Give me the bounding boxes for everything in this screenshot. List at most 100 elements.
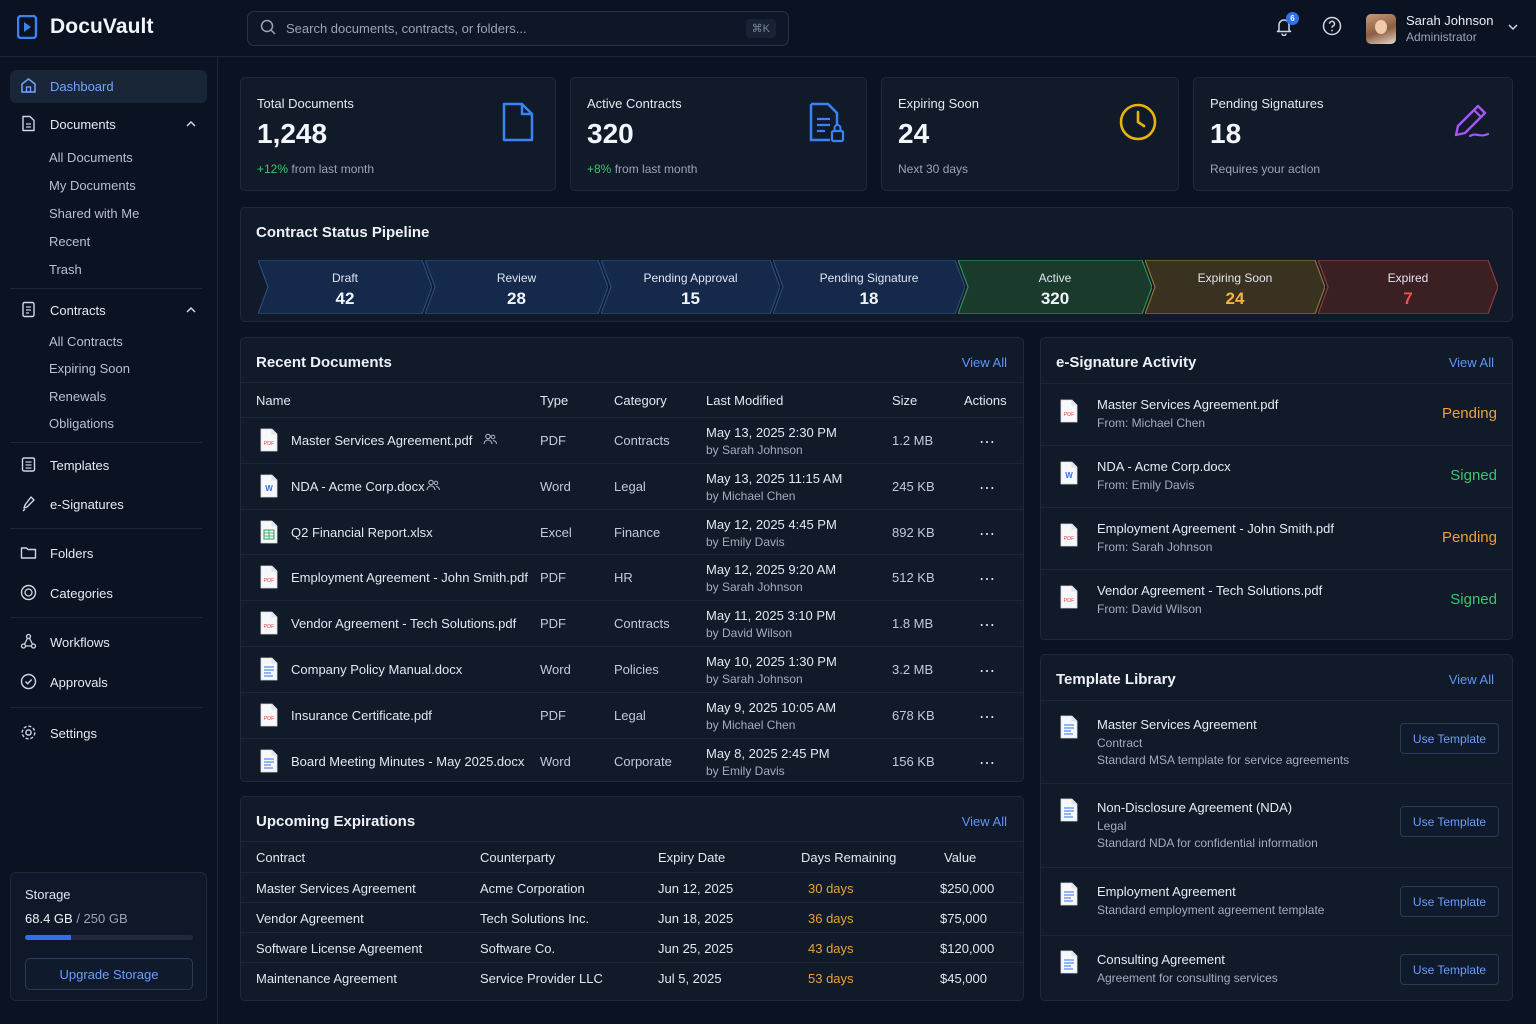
pipeline-stage[interactable]: Expiring Soon 24 xyxy=(1145,260,1325,314)
pipeline-stage[interactable]: Active 320 xyxy=(958,260,1152,314)
more-actions-icon[interactable]: ⋯ xyxy=(979,525,996,543)
document-name[interactable]: Vendor Agreement - Tech Solutions.pdf xyxy=(291,616,517,632)
sidebar-subitem-all-contracts[interactable]: All Contracts xyxy=(49,334,123,349)
sidebar-subitem-recent[interactable]: Recent xyxy=(49,234,91,249)
more-actions-icon[interactable]: ⋯ xyxy=(979,708,996,726)
table-row[interactable]: PDF Vendor Agreement - Tech Solutions.pdf… xyxy=(241,600,1023,646)
sidebar-item-templates[interactable]: Templates xyxy=(10,449,207,482)
esign-row[interactable]: PDF Employment Agreement - John Smith.pdf… xyxy=(1041,507,1513,569)
table-row[interactable]: Maintenance Agreement Service Provider LL… xyxy=(241,962,1023,992)
upgrade-storage-button[interactable]: Upgrade Storage xyxy=(25,958,193,990)
recent-documents-title: Recent Documents xyxy=(256,354,392,371)
document-type: PDF xyxy=(540,433,566,448)
sidebar-subitem-obligations[interactable]: Obligations xyxy=(49,416,115,431)
search-bar[interactable]: ⌘K xyxy=(247,11,789,46)
divider xyxy=(10,707,202,708)
modified-by: by Emily Davis xyxy=(706,763,785,778)
sidebar-item-label: Workflows xyxy=(50,635,110,650)
pdf-file-icon: PDF xyxy=(259,611,279,638)
esignature-activity-card: e-Signature Activity View All PDF Master … xyxy=(1040,337,1513,640)
table-row[interactable]: PDF Employment Agreement - John Smith.pdf… xyxy=(241,554,1023,600)
table-row[interactable]: Software License Agreement Software Co. Ju… xyxy=(241,932,1023,962)
recent-documents-view-all[interactable]: View All xyxy=(961,355,1007,370)
table-row[interactable]: Master Services Agreement Acme Corporatio… xyxy=(241,872,1023,902)
counterparty: Tech Solutions Inc. xyxy=(480,911,590,926)
sidebar-item-esignatures[interactable]: e-Signatures xyxy=(10,488,207,521)
template-row: Consulting Agreement Agreement for consul… xyxy=(1041,935,1513,1001)
word-file-icon: W xyxy=(1059,461,1079,488)
pipeline-stage[interactable]: Draft 42 xyxy=(258,260,432,314)
sidebar-item-categories[interactable]: Categories xyxy=(10,577,207,610)
sidebar-item-approvals[interactable]: Approvals xyxy=(10,666,207,699)
document-size: 156 KB xyxy=(892,753,935,769)
esign-row[interactable]: PDF Vendor Agreement - Tech Solutions.pdf… xyxy=(1041,569,1513,631)
user-menu[interactable]: Sarah Johnson Administrator xyxy=(1366,13,1519,44)
use-template-button[interactable]: Use Template xyxy=(1400,806,1499,837)
sidebar-item-dashboard[interactable]: Dashboard xyxy=(10,70,207,103)
expirations-view-all[interactable]: View All xyxy=(961,814,1007,829)
document-name[interactable]: Employment Agreement - John Smith.pdf xyxy=(291,570,529,586)
contract-name: Software License Agreement xyxy=(256,941,423,956)
more-actions-icon[interactable]: ⋯ xyxy=(979,571,996,589)
esign-view-all[interactable]: View All xyxy=(1448,355,1494,370)
sidebar-item-folders[interactable]: Folders xyxy=(10,537,207,570)
template-library-view-all[interactable]: View All xyxy=(1448,672,1494,687)
sidebar-subitem-my-documents[interactable]: My Documents xyxy=(49,178,136,193)
document-name[interactable]: Company Policy Manual.docx xyxy=(291,662,463,677)
more-actions-icon[interactable]: ⋯ xyxy=(979,617,996,635)
more-actions-icon[interactable]: ⋯ xyxy=(979,754,996,772)
sidebar-subitem-trash[interactable]: Trash xyxy=(49,262,82,277)
esign-row[interactable]: W NDA - Acme Corp.docx From: Emily Davis Si… xyxy=(1041,445,1513,507)
shared-users-icon xyxy=(483,433,498,448)
sidebar-item-documents[interactable]: Documents xyxy=(10,108,207,141)
stat-card-expiring-soon: Expiring Soon 24 Next 30 days xyxy=(881,77,1179,191)
document-category: Legal xyxy=(614,707,646,723)
more-actions-icon[interactable]: ⋯ xyxy=(979,663,996,680)
pdf-file-icon: PDF xyxy=(259,428,279,455)
table-row[interactable]: PDF Master Services Agreement.pdf PDF Contr… xyxy=(241,417,1023,463)
sidebar-item-settings[interactable]: Settings xyxy=(10,717,207,750)
sidebar-item-workflows[interactable]: Workflows xyxy=(10,626,207,659)
document-name[interactable]: Q2 Financial Report.xlsx xyxy=(291,524,433,540)
modified-by: by Michael Chen xyxy=(706,488,796,503)
pipeline-stage[interactable]: Expired 7 xyxy=(1318,260,1498,314)
use-template-button[interactable]: Use Template xyxy=(1400,886,1499,917)
use-template-button[interactable]: Use Template xyxy=(1400,723,1499,754)
document-size: 892 KB xyxy=(892,524,935,540)
pipeline-stage[interactable]: Pending Approval 15 xyxy=(601,260,780,314)
document-name[interactable]: Master Services Agreement.pdf xyxy=(291,433,473,448)
expiry-date: Jun 12, 2025 xyxy=(658,881,734,896)
table-row[interactable]: Q2 Financial Report.xlsx Excel Finance May … xyxy=(241,508,1023,555)
excel-file-icon xyxy=(259,520,279,547)
sidebar-subitem-renewals[interactable]: Renewals xyxy=(49,389,107,404)
stat-label: Expiring Soon xyxy=(898,96,979,111)
table-row[interactable]: Vendor Agreement Tech Solutions Inc. Jun 1… xyxy=(241,902,1023,932)
sidebar-subitem-all-documents[interactable]: All Documents xyxy=(49,150,133,165)
help-button[interactable] xyxy=(1320,14,1344,40)
clock-icon xyxy=(1118,102,1158,145)
table-row[interactable]: PDF Insurance Certificate.pdf PDF Legal May … xyxy=(241,691,1023,738)
esign-row[interactable]: PDF Master Services Agreement.pdf From: Mi… xyxy=(1041,383,1513,445)
table-row[interactable]: Board Meeting Minutes - May 2025.docx Wor… xyxy=(241,737,1023,784)
app-logo[interactable]: DocuVault xyxy=(16,14,154,40)
more-actions-icon[interactable]: ⋯ xyxy=(979,434,996,451)
more-actions-icon[interactable]: ⋯ xyxy=(979,479,996,497)
pipeline-stage[interactable]: Review 28 xyxy=(425,260,608,314)
sidebar-subitem-shared[interactable]: Shared with Me xyxy=(49,206,140,221)
document-name[interactable]: Board Meeting Minutes - May 2025.docx xyxy=(291,753,525,769)
table-row[interactable]: Company Policy Manual.docx Word Policies Ma… xyxy=(241,646,1023,692)
contract-name: Vendor Agreement xyxy=(256,911,364,926)
modified-date: May 10, 2025 1:30 PM xyxy=(706,654,837,669)
document-name[interactable]: Insurance Certificate.pdf xyxy=(291,707,432,723)
search-input[interactable] xyxy=(286,21,746,36)
storage-used: 68.4 GB xyxy=(25,911,73,926)
sidebar-item-contracts[interactable]: Contracts xyxy=(10,294,207,327)
template-doc-icon xyxy=(1059,950,1079,977)
use-template-button[interactable]: Use Template xyxy=(1400,954,1499,985)
pipeline-stage[interactable]: Pending Signature 18 xyxy=(773,260,965,314)
table-row[interactable]: W NDA - Acme Corp.docx Word Legal May 13, 20… xyxy=(241,462,1023,509)
document-name[interactable]: NDA - Acme Corp.docx xyxy=(291,478,425,494)
days-remaining: 30 days xyxy=(808,881,854,896)
notifications-button[interactable]: 6 xyxy=(1272,12,1299,40)
sidebar-subitem-expiring-soon[interactable]: Expiring Soon xyxy=(49,361,130,376)
